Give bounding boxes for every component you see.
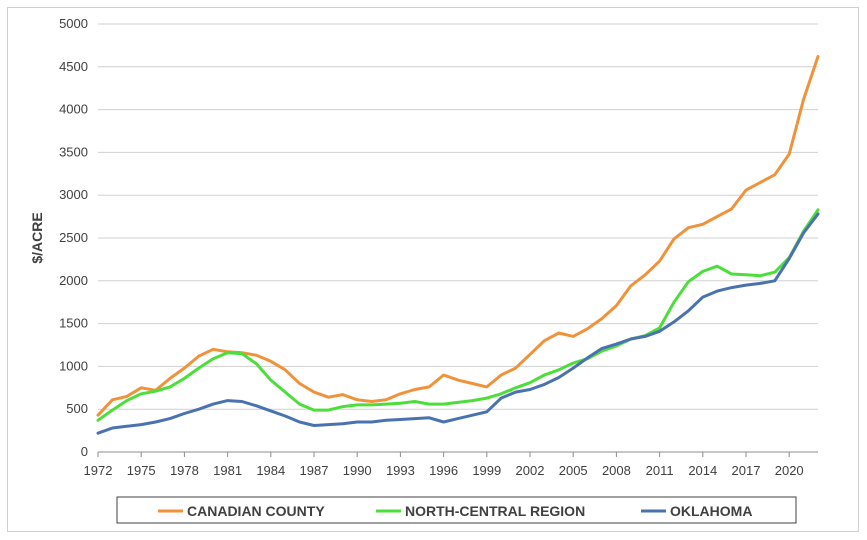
x-tick-label: 1999 <box>472 463 501 478</box>
x-tick-label: 2008 <box>602 463 631 478</box>
x-tick-label: 2005 <box>559 463 588 478</box>
series-line-oklahoma <box>96 212 820 435</box>
legend-label: OKLAHOMA <box>670 503 752 519</box>
x-tick-label: 2011 <box>646 463 674 478</box>
series-line-canadian-county <box>96 55 820 417</box>
legend-label: NORTH-CENTRAL REGION <box>405 503 585 519</box>
y-tick-label: 3000 <box>59 187 88 202</box>
y-tick-label: 1500 <box>59 316 88 331</box>
x-tick-labels: 1972 1975 1978 1981 1984 1987 1990 1993 1996 1999… <box>84 463 804 478</box>
y-tick-label: 2000 <box>59 273 88 288</box>
chart-frame <box>7 7 859 532</box>
y-axis-label: $/ACRE <box>29 212 45 263</box>
x-tick-label: 1984 <box>256 463 285 478</box>
x-tick-label: 1981 <box>213 463 242 478</box>
x-tick-label: 1972 <box>84 463 113 478</box>
y-tick-label: 5000 <box>59 16 88 31</box>
x-tick-label: 1996 <box>429 463 458 478</box>
x-tick-label: 1990 <box>343 463 372 478</box>
x-tick-label: 1993 <box>386 463 415 478</box>
y-tick-label: 1000 <box>59 358 88 373</box>
x-tick-label: 2002 <box>516 463 545 478</box>
y-tick-label: 4000 <box>59 102 88 117</box>
y-tick-label: 2500 <box>59 230 88 245</box>
y-tick-label: 3500 <box>59 144 88 159</box>
x-tick-label: 1978 <box>170 463 199 478</box>
gridlines <box>97 23 818 457</box>
legend-label: CANADIAN COUNTY <box>187 503 325 519</box>
series-lines <box>96 55 820 435</box>
y-tick-label: 4500 <box>59 59 88 74</box>
legend: CANADIAN COUNTY NORTH-CENTRAL REGION OKLAH… <box>158 503 752 519</box>
x-tick-label: 2017 <box>732 463 761 478</box>
y-tick-labels: 0 500 1000 1500 2000 2500 3000 3500 4000 4500 5000 <box>59 16 88 459</box>
y-tick-label: 500 <box>66 401 88 416</box>
x-tick-label: 2014 <box>688 463 717 478</box>
series-line-north-central-region <box>96 208 820 422</box>
x-tick-label: 1987 <box>300 463 329 478</box>
legend-box <box>116 496 797 524</box>
x-tick-label: 1975 <box>127 463 156 478</box>
x-tick-label: 2020 <box>775 463 804 478</box>
y-tick-label: 0 <box>81 444 88 459</box>
